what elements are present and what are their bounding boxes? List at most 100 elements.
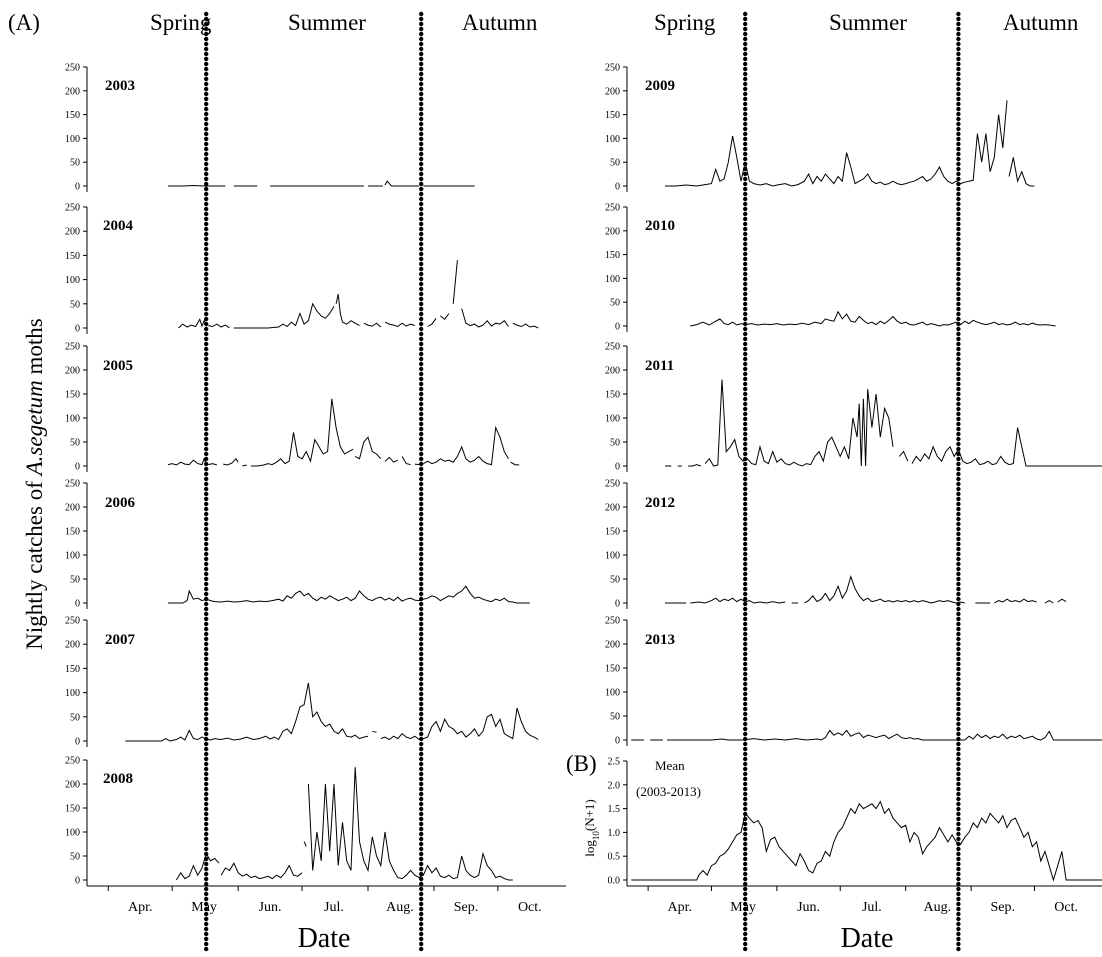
panel-title: 2009 bbox=[645, 78, 675, 94]
series-line-2005-0 bbox=[167, 457, 207, 466]
season-label-autumn-left: Autumn bbox=[462, 10, 538, 35]
y-tick-label: 250 bbox=[605, 616, 620, 627]
panel-2005: 0 50 100 150 200 250 2005 bbox=[65, 342, 520, 473]
series-line-2006-0 bbox=[167, 585, 530, 604]
y-tick-label: 2.5 bbox=[608, 757, 621, 768]
series-line-2004-10 bbox=[512, 322, 539, 329]
y-tick-label: 250 bbox=[605, 63, 620, 74]
season-boundary-line bbox=[956, 11, 961, 952]
mean-panel-period: (2003-2013) bbox=[636, 784, 701, 799]
series-line-2005-7 bbox=[401, 456, 411, 466]
y-tick-label: 150 bbox=[65, 664, 80, 675]
y-tick-label: 200 bbox=[605, 640, 620, 651]
y-tick-label: 100 bbox=[65, 828, 80, 839]
series-line-2004-5 bbox=[384, 321, 415, 328]
y-tick-label: 250 bbox=[65, 756, 80, 767]
series-line-2008-3 bbox=[307, 767, 513, 881]
panel-b-letter: (B) bbox=[566, 751, 597, 776]
series-line-2005-10 bbox=[510, 461, 520, 466]
series-line-2004-2 bbox=[233, 302, 335, 329]
y-tick-label: 0 bbox=[615, 599, 620, 610]
y-tick-label: 150 bbox=[605, 527, 620, 538]
y-tick-label: 0 bbox=[75, 462, 80, 473]
panel-title: 2011 bbox=[645, 358, 674, 374]
panel-2011: 0 50 100 150 200 250 2011 bbox=[605, 342, 1102, 473]
y-tick-label: 150 bbox=[65, 527, 80, 538]
panel-2008: 0 50 100 150 200 250 2008 bbox=[65, 756, 566, 887]
series-line-2007-0 bbox=[125, 682, 369, 742]
series-line-2008-2 bbox=[303, 841, 307, 847]
y-tick-label: 0 bbox=[75, 599, 80, 610]
month-label: Sep. bbox=[454, 900, 479, 915]
series-line-2011-2 bbox=[688, 464, 702, 467]
series-line-2003-0 bbox=[167, 184, 226, 187]
y-tick-label: 50 bbox=[70, 575, 80, 586]
y-tick-label: 2.0 bbox=[608, 780, 621, 791]
month-label: Apr. bbox=[668, 900, 693, 915]
series-line-2005-6 bbox=[384, 456, 399, 463]
series-line-2011-3 bbox=[704, 379, 894, 467]
month-label: Jul. bbox=[324, 900, 344, 915]
series-line-2007-2 bbox=[380, 707, 539, 741]
series-line-2005-8 bbox=[414, 463, 420, 466]
y-tick-label: 150 bbox=[65, 390, 80, 401]
y-tick-label: 200 bbox=[65, 503, 80, 514]
panel-title: 2005 bbox=[103, 358, 133, 374]
series-line-2012-5 bbox=[994, 598, 1037, 604]
series-line-2004-0 bbox=[178, 318, 207, 329]
y-tick-label: 100 bbox=[605, 274, 620, 285]
panel-2003: 0 50 100 150 200 250 2003 bbox=[65, 63, 475, 193]
y-tick-label: 100 bbox=[605, 551, 620, 562]
series-line-2004-4 bbox=[363, 322, 382, 328]
panel-title: 2006 bbox=[105, 495, 136, 511]
y-tick-label: 200 bbox=[605, 226, 620, 237]
y-tick-label: 0 bbox=[75, 182, 80, 193]
y-tick-label: 250 bbox=[65, 616, 80, 627]
series-line-2008-1 bbox=[220, 862, 303, 880]
series-line-2004-1 bbox=[208, 323, 230, 329]
series-line-2011-4 bbox=[898, 450, 909, 462]
y-tick-label: 200 bbox=[605, 86, 620, 97]
y-tick-label: 0.5 bbox=[608, 852, 621, 863]
y-tick-label: 150 bbox=[65, 251, 80, 262]
y-tick-label: 250 bbox=[605, 342, 620, 353]
series-line-2005-3 bbox=[242, 464, 247, 467]
y-tick-label: 100 bbox=[65, 688, 80, 699]
y-tick-label: 50 bbox=[70, 712, 80, 723]
series-line-2012-1 bbox=[690, 597, 786, 604]
series-line-2012-3 bbox=[804, 574, 965, 604]
x-axis-label-right: Date bbox=[841, 923, 894, 954]
series-line-2008-0 bbox=[175, 852, 220, 881]
season-label-spring-left: Spring bbox=[150, 10, 212, 35]
y-tick-label: 50 bbox=[610, 575, 620, 586]
y-tick-label: 200 bbox=[65, 780, 80, 791]
month-label: May bbox=[730, 900, 756, 915]
y-tick-label: 250 bbox=[605, 479, 620, 490]
month-label: Aug. bbox=[386, 900, 414, 915]
season-label-spring-right: Spring bbox=[654, 10, 716, 35]
y-tick-label: 200 bbox=[65, 366, 80, 377]
y-tick-label: 0.0 bbox=[608, 876, 621, 887]
y-tick-label: 200 bbox=[65, 86, 80, 97]
y-tick-label: 50 bbox=[610, 712, 620, 723]
panel-title: 2007 bbox=[105, 632, 136, 648]
panel-title: 2013 bbox=[645, 632, 675, 648]
season-label-summer-left: Summer bbox=[288, 10, 366, 35]
y-tick-label: 100 bbox=[605, 688, 620, 699]
panel-2012: 0 50 100 150 200 250 2012 bbox=[605, 479, 1067, 610]
series-line-2013-2 bbox=[667, 729, 1102, 741]
y-tick-label: 150 bbox=[65, 110, 80, 121]
series-line-2004-3 bbox=[335, 293, 360, 327]
y-tick-label: 150 bbox=[65, 804, 80, 815]
month-label: Aug. bbox=[924, 900, 952, 915]
series-line-2009-0 bbox=[665, 100, 1008, 187]
y-tick-label: 100 bbox=[65, 551, 80, 562]
month-label: May bbox=[191, 900, 217, 915]
series-line-2005-5 bbox=[354, 436, 382, 460]
panel-2006: 0 50 100 150 200 250 2006 bbox=[65, 479, 530, 610]
y-tick-label: 100 bbox=[65, 134, 80, 145]
mean-panel-ylabel: log10(N+1) bbox=[582, 799, 601, 857]
y-tick-label: 250 bbox=[65, 63, 80, 74]
panel-2009: 0 50 100 150 200 250 2009 bbox=[605, 63, 1035, 193]
season-label-summer-right: Summer bbox=[829, 10, 907, 35]
